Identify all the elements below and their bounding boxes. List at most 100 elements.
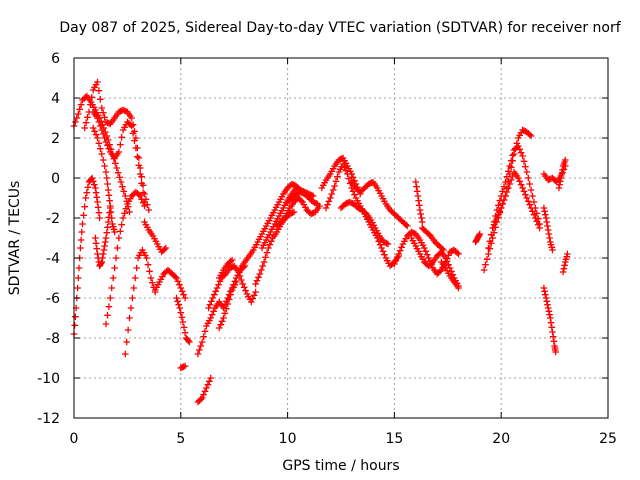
data-point — [98, 258, 106, 266]
data-point — [143, 254, 150, 262]
data-point — [104, 180, 111, 188]
data-point — [379, 248, 387, 255]
data-point — [249, 295, 256, 302]
data-point — [552, 348, 559, 356]
data-point — [325, 198, 333, 205]
data-point — [77, 244, 84, 252]
series-track-28 — [408, 234, 462, 290]
data-point — [119, 183, 126, 190]
data-point — [240, 284, 248, 291]
data-point — [104, 224, 111, 231]
data-point — [105, 192, 113, 199]
series-track-9 — [141, 218, 170, 256]
data-point — [91, 128, 98, 135]
data-point — [349, 174, 357, 181]
data-point — [133, 264, 140, 272]
data-point — [561, 262, 568, 269]
data-point — [99, 130, 107, 138]
data-point — [396, 247, 404, 254]
data-point — [102, 320, 110, 328]
data-point — [475, 232, 483, 239]
data-point — [368, 179, 375, 186]
data-point — [93, 194, 101, 201]
data-point — [213, 284, 221, 292]
series-track-8 — [122, 246, 159, 358]
data-point — [206, 301, 214, 308]
data-point — [503, 188, 511, 196]
data-point — [412, 178, 420, 186]
data-point — [122, 192, 129, 200]
data-point — [546, 234, 553, 242]
data-point — [112, 254, 120, 262]
data-point — [559, 268, 567, 276]
data-point — [258, 266, 265, 274]
data-point — [540, 204, 548, 212]
series-track-25 — [337, 198, 392, 248]
data-point — [485, 250, 492, 258]
data-point — [331, 182, 338, 190]
data-point — [72, 313, 79, 320]
data-point — [121, 210, 128, 217]
data-point — [201, 388, 209, 395]
series-track-34 — [485, 142, 543, 252]
data-point — [520, 158, 528, 165]
data-point — [102, 234, 110, 242]
data-point — [334, 173, 341, 180]
x-axis-label: GPS time / hours — [282, 458, 399, 474]
data-point — [136, 170, 144, 178]
data-point — [502, 178, 509, 186]
data-point — [181, 329, 189, 336]
data-point — [177, 309, 185, 316]
data-point — [82, 194, 89, 202]
data-point — [557, 178, 564, 185]
data-point — [505, 184, 512, 192]
data-point — [114, 244, 121, 252]
data-point — [309, 198, 317, 206]
data-point — [547, 314, 554, 322]
series-track-13 — [194, 374, 214, 406]
data-point — [548, 324, 556, 331]
y-tick-label: 4 — [51, 91, 60, 107]
y-tick-label: 0 — [51, 171, 60, 187]
data-point — [93, 245, 101, 252]
data-point — [206, 378, 213, 385]
data-point — [507, 157, 515, 164]
data-point — [550, 338, 558, 345]
y-tick-label: -4 — [46, 251, 60, 267]
data-point — [72, 118, 79, 126]
data-point — [542, 291, 549, 298]
data-point — [105, 214, 113, 221]
data-point — [176, 304, 183, 312]
data-point — [94, 204, 102, 211]
data-point — [486, 245, 494, 252]
data-point — [492, 218, 499, 225]
data-point — [345, 175, 353, 182]
data-point — [329, 186, 337, 194]
data-point — [423, 251, 431, 258]
data-point — [101, 162, 108, 170]
data-point — [542, 214, 550, 222]
data-point — [126, 208, 133, 216]
data-point — [526, 201, 533, 208]
data-point — [332, 178, 340, 185]
data-point — [227, 258, 234, 265]
data-point — [515, 142, 522, 150]
data-point — [89, 178, 97, 185]
data-point — [139, 199, 147, 206]
data-point — [135, 162, 143, 169]
data-point — [180, 363, 187, 370]
data-point — [438, 245, 446, 252]
data-point — [105, 303, 113, 310]
data-point — [118, 221, 125, 228]
data-point — [526, 131, 533, 138]
data-point — [393, 254, 401, 261]
axis-ticks — [73, 57, 609, 419]
series-track-37 — [540, 204, 556, 254]
data-point — [252, 288, 259, 296]
data-point — [502, 192, 509, 200]
data-point — [290, 208, 298, 216]
data-point — [122, 350, 129, 358]
series-track-35 — [489, 168, 543, 232]
data-point — [549, 246, 556, 254]
data-point — [523, 194, 531, 202]
